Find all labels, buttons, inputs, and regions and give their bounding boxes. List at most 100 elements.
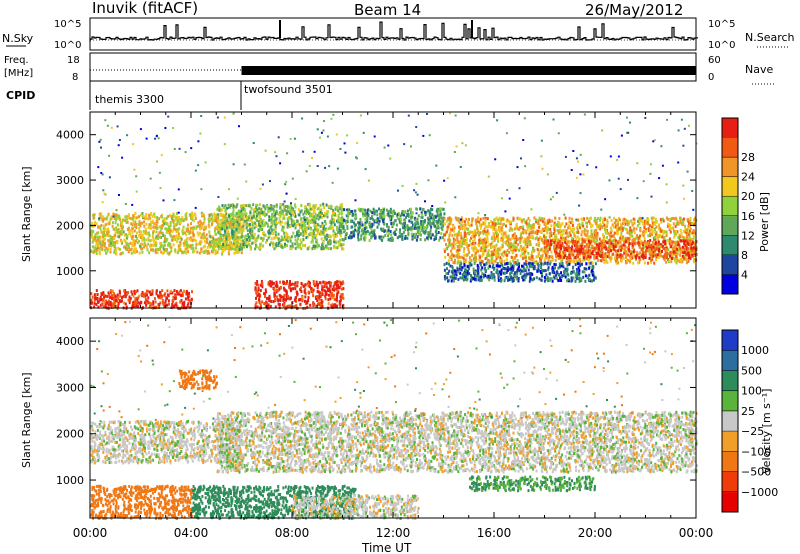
power-cell [323, 230, 326, 234]
power-cell [141, 291, 144, 294]
power-cell [496, 235, 499, 239]
power-cell [498, 216, 501, 220]
power-cell [246, 218, 249, 222]
power-cell [324, 220, 327, 223]
power-cell [289, 237, 292, 241]
power-cell [323, 206, 326, 210]
power-cell [513, 256, 516, 260]
power-cell [145, 222, 148, 226]
power-cell [347, 236, 350, 240]
power-cell [420, 221, 423, 225]
power-cell [637, 236, 640, 240]
power-cell [620, 258, 623, 262]
power-cell [217, 219, 220, 223]
power-cell [435, 232, 438, 236]
power-cell [95, 297, 97, 301]
power-cell [346, 210, 349, 214]
power-cell [203, 239, 206, 243]
power-cell [371, 233, 374, 236]
power-cell [302, 233, 305, 237]
power-cell [268, 294, 271, 298]
power-cell [285, 294, 288, 298]
power-cell [134, 300, 137, 304]
power-cell [194, 246, 197, 250]
power-cell [138, 251, 141, 255]
power-cell [348, 212, 351, 215]
power-cell [437, 231, 440, 234]
power-cell [452, 239, 455, 243]
power-cell [144, 243, 147, 247]
power-cell [678, 222, 680, 226]
power-cell [270, 218, 273, 222]
power-cell [460, 255, 463, 259]
power-cell [90, 298, 93, 302]
power-cell [315, 240, 318, 244]
power-cell [117, 246, 120, 250]
power-cell [465, 238, 468, 242]
power-cell [460, 223, 463, 227]
power-cell [562, 238, 565, 242]
power-cell [393, 230, 396, 234]
power-cell [156, 217, 159, 221]
power-cell [297, 229, 300, 233]
power-cell [411, 221, 414, 224]
power-cell [675, 231, 678, 235]
power-cell [353, 224, 356, 228]
power-cell [460, 226, 463, 230]
power-cell [324, 297, 327, 301]
power-cell [622, 218, 625, 222]
power-cell [320, 291, 323, 295]
power-cell [623, 220, 626, 224]
power-cell [231, 247, 234, 250]
power-cell [144, 227, 147, 231]
power-cell [277, 299, 280, 303]
power-cell [454, 242, 457, 246]
power-cell [254, 286, 257, 290]
power-cell [101, 234, 104, 238]
power-cell [537, 241, 540, 244]
power-cell [680, 231, 683, 235]
power-cell [464, 239, 466, 242]
power-cell [477, 229, 480, 233]
power-cell [263, 302, 266, 305]
power-cell [123, 301, 125, 305]
power-cell [372, 229, 375, 233]
power-cell [327, 235, 330, 239]
power-cell [191, 218, 194, 222]
power-cell [486, 240, 489, 244]
power-cell [635, 227, 638, 231]
power-cell [442, 219, 445, 223]
power-cell [103, 305, 105, 309]
power-cell [169, 291, 172, 295]
power-cell [470, 259, 473, 263]
power-cell [234, 214, 237, 218]
power-cell [503, 250, 506, 254]
power-cell [235, 241, 238, 245]
power-cell [499, 259, 502, 263]
power-cell [446, 225, 449, 229]
power-cell [156, 247, 159, 251]
power-cell [650, 225, 653, 229]
power-cell [413, 226, 416, 230]
power-cell [102, 232, 105, 236]
power-cell [532, 249, 535, 253]
power-cell [253, 208, 256, 211]
power-cell [406, 209, 409, 213]
power-cell [604, 228, 606, 232]
power-cell [568, 231, 571, 235]
power-cell [245, 240, 247, 243]
power-cell [280, 238, 283, 242]
power-cell [624, 236, 627, 240]
power-cell [203, 244, 206, 248]
power-cell [182, 241, 185, 245]
power-cell [166, 296, 169, 300]
power-cell [285, 296, 288, 300]
power-cell [514, 260, 517, 264]
power-cell [135, 234, 137, 238]
power-cell [232, 247, 235, 251]
power-cell [181, 230, 184, 234]
power-cell [263, 233, 266, 237]
power-cell [546, 253, 549, 256]
power-cell [218, 232, 221, 235]
power-cell [436, 211, 439, 215]
